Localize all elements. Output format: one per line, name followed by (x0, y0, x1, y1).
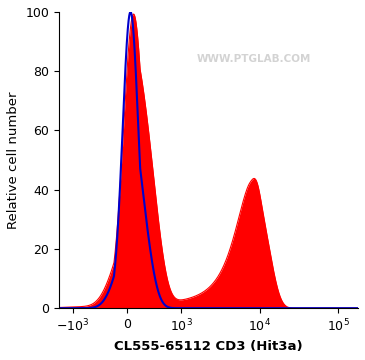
Y-axis label: Relative cell number: Relative cell number (7, 91, 20, 229)
Text: WWW.PTGLAB.COM: WWW.PTGLAB.COM (196, 54, 311, 64)
X-axis label: CL555-65112 CD3 (Hit3a): CL555-65112 CD3 (Hit3a) (114, 340, 303, 353)
